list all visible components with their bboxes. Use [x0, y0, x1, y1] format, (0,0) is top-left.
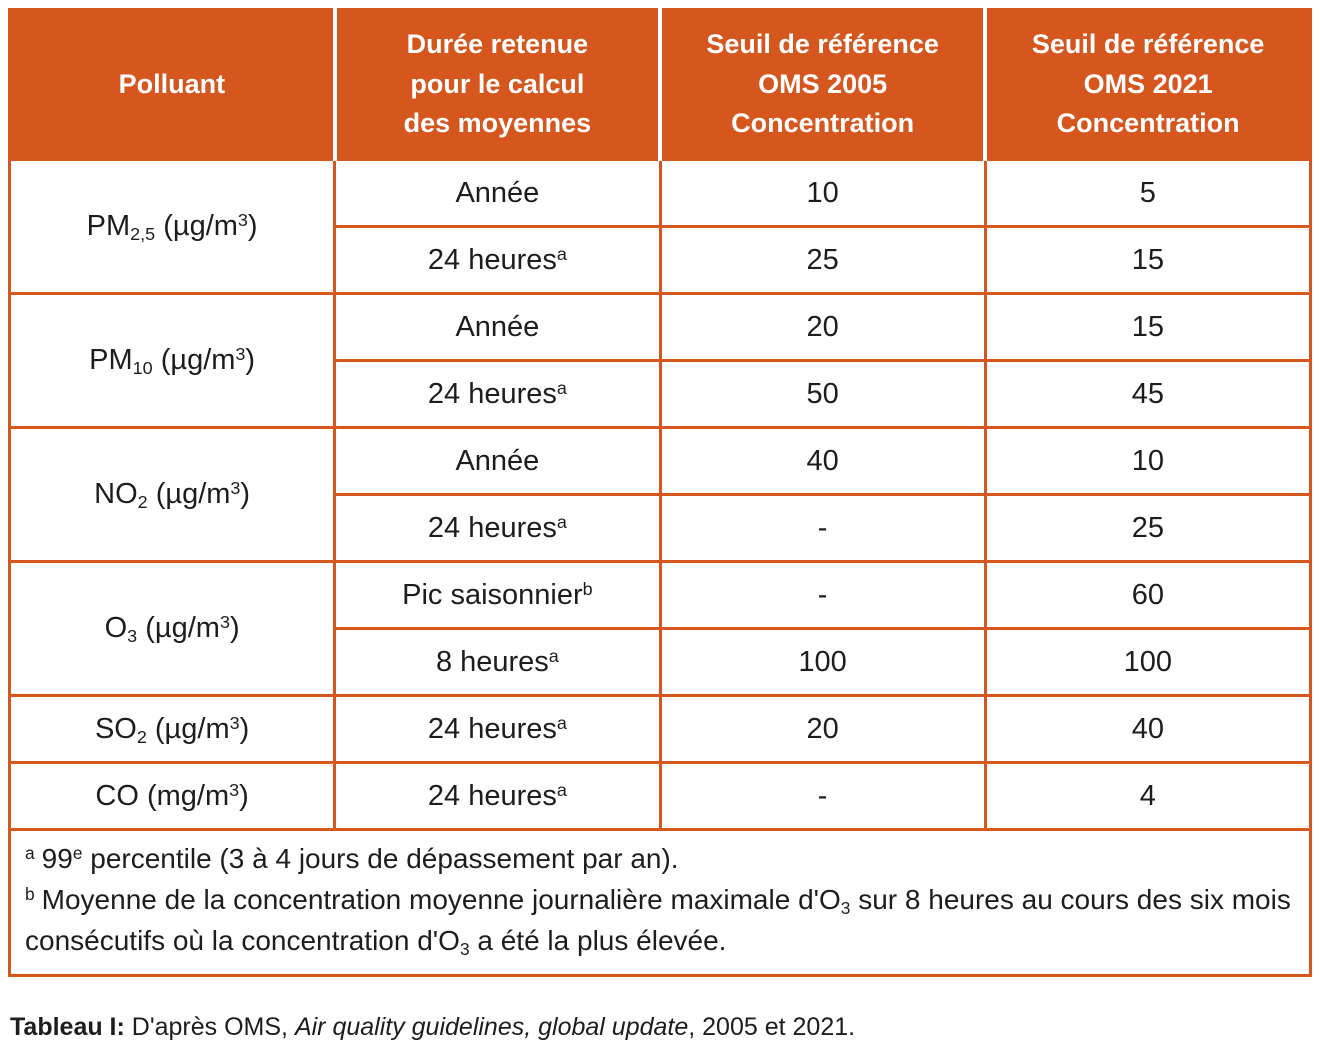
value-cell-oms2005: 50	[658, 359, 987, 429]
caption-text: D'après OMS,	[124, 1012, 295, 1041]
table-row: 24 heuresa 50 45	[10, 359, 1313, 429]
footnote-a: a 99e percentile (3 à 4 jours de dépassem…	[25, 843, 679, 874]
pollutant-cell-co: CO (mg/m3)	[7, 761, 337, 831]
duration-cell: 8 heuresa	[333, 627, 662, 697]
table-row: 24 heuresa 25 15	[10, 225, 1313, 295]
table-row: SO2 (µg/m3) 24 heuresa 20 40	[7, 694, 1313, 764]
value-cell-oms2005: 10	[658, 158, 987, 228]
header-label: pour le calcul	[410, 68, 585, 99]
value-cell-oms2021: 100	[983, 627, 1313, 697]
caption-source-italic: Air quality guidelines, global update	[294, 1012, 689, 1041]
value-cell-oms2005: 40	[658, 426, 987, 496]
table-row: CO (mg/m3) 24 heuresa - 4	[7, 761, 1313, 831]
header-label: des moyennes	[403, 108, 592, 139]
header-cell-duree: Durée retenue pour le calcul des moyenne…	[332, 8, 662, 161]
value-cell-oms2021: 45	[983, 359, 1313, 429]
air-quality-thresholds-table: Polluant Durée retenue pour le calcul de…	[7, 8, 1313, 977]
table-row: 8 heuresa 100 100	[10, 627, 1313, 697]
header-label: Concentration	[1056, 108, 1240, 139]
value-cell-oms2021: 10	[983, 426, 1313, 496]
value-cell-oms2005: -	[658, 560, 987, 630]
pollutant-cell-no2: NO2 (µg/m3)	[7, 426, 337, 563]
header-cell-oms-2005: Seuil de référence OMS 2005 Concentratio…	[657, 8, 987, 161]
caption-label: Tableau I:	[10, 1012, 125, 1041]
value-cell-oms2021: 25	[983, 493, 1313, 563]
duration-cell: 24 heuresa	[333, 359, 662, 429]
duration-cell: 24 heuresa	[333, 493, 662, 563]
pollutant-cell-o3: O3 (µg/m3)	[7, 560, 337, 697]
header-label: Polluant	[118, 68, 226, 99]
value-cell-oms2021: 15	[983, 292, 1313, 362]
header-label: OMS 2021	[1083, 68, 1213, 99]
value-cell-oms2021: 40	[983, 694, 1313, 764]
table-row: PM10 (µg/m3) Année 20 15	[7, 292, 1313, 429]
value-cell-oms2005: 100	[658, 627, 987, 697]
value-cell-oms2005: -	[658, 761, 987, 831]
header-label: Seuil de référence	[706, 28, 939, 59]
header-label: Concentration	[731, 108, 915, 139]
header-cell-polluant: Polluant	[7, 8, 337, 161]
header-label: Seuil de référence	[1031, 28, 1265, 59]
value-cell-oms2005: 20	[658, 292, 987, 362]
value-cell-oms2021: 60	[983, 560, 1313, 630]
value-cell-oms2005: 25	[658, 225, 987, 295]
duration-cell: Pic saisonnierb	[333, 560, 662, 630]
value-cell-oms2005: 20	[658, 694, 987, 764]
table-row: NO2 (µg/m3) Année 40 10	[7, 426, 1313, 563]
value-cell-oms2021: 4	[983, 761, 1313, 831]
header-label: Durée retenue	[406, 28, 589, 59]
duration-cell: 24 heuresa	[333, 225, 662, 295]
table-row: 24 heuresa - 25	[10, 493, 1313, 563]
footnotes-cell: a 99e percentile (3 à 4 jours de dépassem…	[8, 828, 1312, 977]
pollutant-cell-so2: SO2 (µg/m3)	[7, 694, 337, 764]
duration-cell: Année	[333, 158, 662, 228]
caption-text: , 2005 et 2021.	[688, 1012, 856, 1041]
duration-cell: 24 heuresa	[333, 761, 662, 831]
pollutant-cell-pm25: PM2,5 (µg/m3)	[7, 158, 337, 295]
duration-cell: 24 heuresa	[333, 694, 662, 764]
footnote-b: b Moyenne de la concentration moyenne jou…	[25, 883, 1291, 959]
table-row: PM2,5 (µg/m3) Année 10 5	[7, 158, 1313, 295]
value-cell-oms2005: -	[658, 493, 987, 563]
value-cell-oms2021: 5	[983, 158, 1313, 228]
duration-cell: Année	[333, 426, 662, 496]
value-cell-oms2021: 15	[983, 225, 1313, 295]
header-label: OMS 2005	[758, 68, 888, 99]
header-cell-oms-2021: Seuil de référence OMS 2021 Concentratio…	[983, 8, 1313, 161]
table-caption: Tableau I: D'après OMS, Air quality guid…	[10, 1013, 1312, 1042]
duration-cell: Année	[333, 292, 662, 362]
table-row: O3 (µg/m3) Pic saisonnierb - 60	[7, 560, 1313, 697]
header-row: Polluant Durée retenue pour le calcul de…	[7, 8, 1313, 161]
footnotes-row: a 99e percentile (3 à 4 jours de dépassem…	[8, 828, 1312, 977]
pollutant-cell-pm10: PM10 (µg/m3)	[7, 292, 337, 429]
